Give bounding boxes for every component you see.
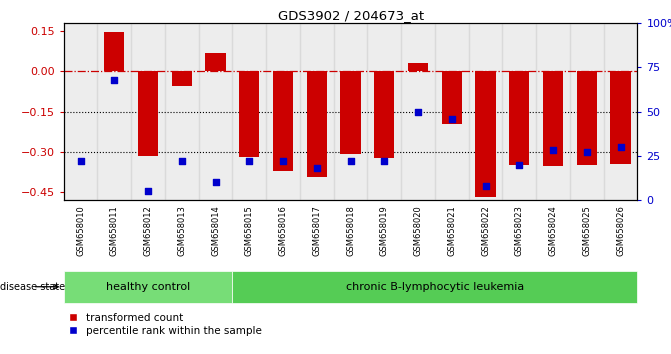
Text: GSM658010: GSM658010 (76, 205, 85, 256)
Bar (536, 23, 570, 200)
Point (75, 158, 86, 164)
Bar (240, 71, 260, 157)
Bar (368, 23, 401, 200)
Bar (570, 23, 604, 200)
Bar (64, 271, 232, 303)
Text: GSM658020: GSM658020 (413, 205, 423, 256)
Point (244, 158, 255, 164)
Text: GSM658025: GSM658025 (582, 205, 591, 256)
Text: chronic B-lymphocytic leukemia: chronic B-lymphocytic leukemia (346, 282, 524, 292)
Point (480, 183, 491, 189)
Text: GSM658011: GSM658011 (110, 205, 119, 256)
Point (311, 165, 322, 171)
Text: GSM658026: GSM658026 (616, 205, 625, 256)
Bar (199, 23, 232, 200)
Bar (64, 23, 97, 200)
Text: GSM658023: GSM658023 (515, 205, 524, 256)
Point (582, 149, 592, 155)
Text: GSM658016: GSM658016 (278, 205, 288, 256)
Point (109, 77, 119, 82)
Bar (576, 71, 597, 165)
Point (143, 188, 154, 194)
Text: GSM658019: GSM658019 (380, 205, 389, 256)
Bar (104, 33, 125, 71)
Bar (232, 23, 266, 200)
Bar (165, 23, 199, 200)
Bar (340, 71, 361, 154)
Bar (138, 71, 158, 156)
Bar (300, 23, 333, 200)
Legend: transformed count, percentile rank within the sample: transformed count, percentile rank withi… (69, 313, 262, 336)
Point (345, 158, 356, 164)
Point (514, 162, 525, 167)
Bar (476, 71, 496, 197)
Bar (442, 71, 462, 124)
Bar (266, 23, 300, 200)
Point (413, 109, 423, 114)
Bar (172, 71, 192, 86)
Bar (273, 71, 293, 171)
Point (379, 158, 390, 164)
Text: GSM658021: GSM658021 (448, 205, 456, 256)
Text: GSM658024: GSM658024 (549, 205, 558, 256)
Bar (132, 23, 165, 200)
Text: GSM658018: GSM658018 (346, 205, 355, 256)
Bar (435, 23, 469, 200)
Bar (232, 271, 637, 303)
Bar (604, 23, 637, 200)
Bar (611, 71, 631, 164)
Point (548, 148, 558, 153)
Bar (408, 63, 428, 71)
Text: disease state: disease state (0, 282, 65, 292)
Bar (543, 71, 563, 166)
Bar (503, 23, 536, 200)
Bar (401, 23, 435, 200)
Point (446, 116, 457, 121)
Text: GSM658017: GSM658017 (312, 205, 321, 256)
Bar (307, 71, 327, 177)
Point (176, 158, 187, 164)
Point (278, 158, 289, 164)
Text: healthy control: healthy control (106, 282, 191, 292)
Text: GSM658014: GSM658014 (211, 205, 220, 256)
Text: GSM658015: GSM658015 (245, 205, 254, 256)
Bar (97, 23, 132, 200)
Bar (509, 71, 529, 165)
Bar (333, 23, 368, 200)
Bar (205, 52, 225, 71)
Bar (469, 23, 503, 200)
Text: GSM658012: GSM658012 (144, 205, 152, 256)
Text: GSM658013: GSM658013 (177, 205, 187, 256)
Title: GDS3902 / 204673_at: GDS3902 / 204673_at (278, 9, 423, 22)
Point (210, 179, 221, 185)
Text: GSM658022: GSM658022 (481, 205, 490, 256)
Point (615, 144, 626, 150)
Bar (374, 71, 395, 159)
